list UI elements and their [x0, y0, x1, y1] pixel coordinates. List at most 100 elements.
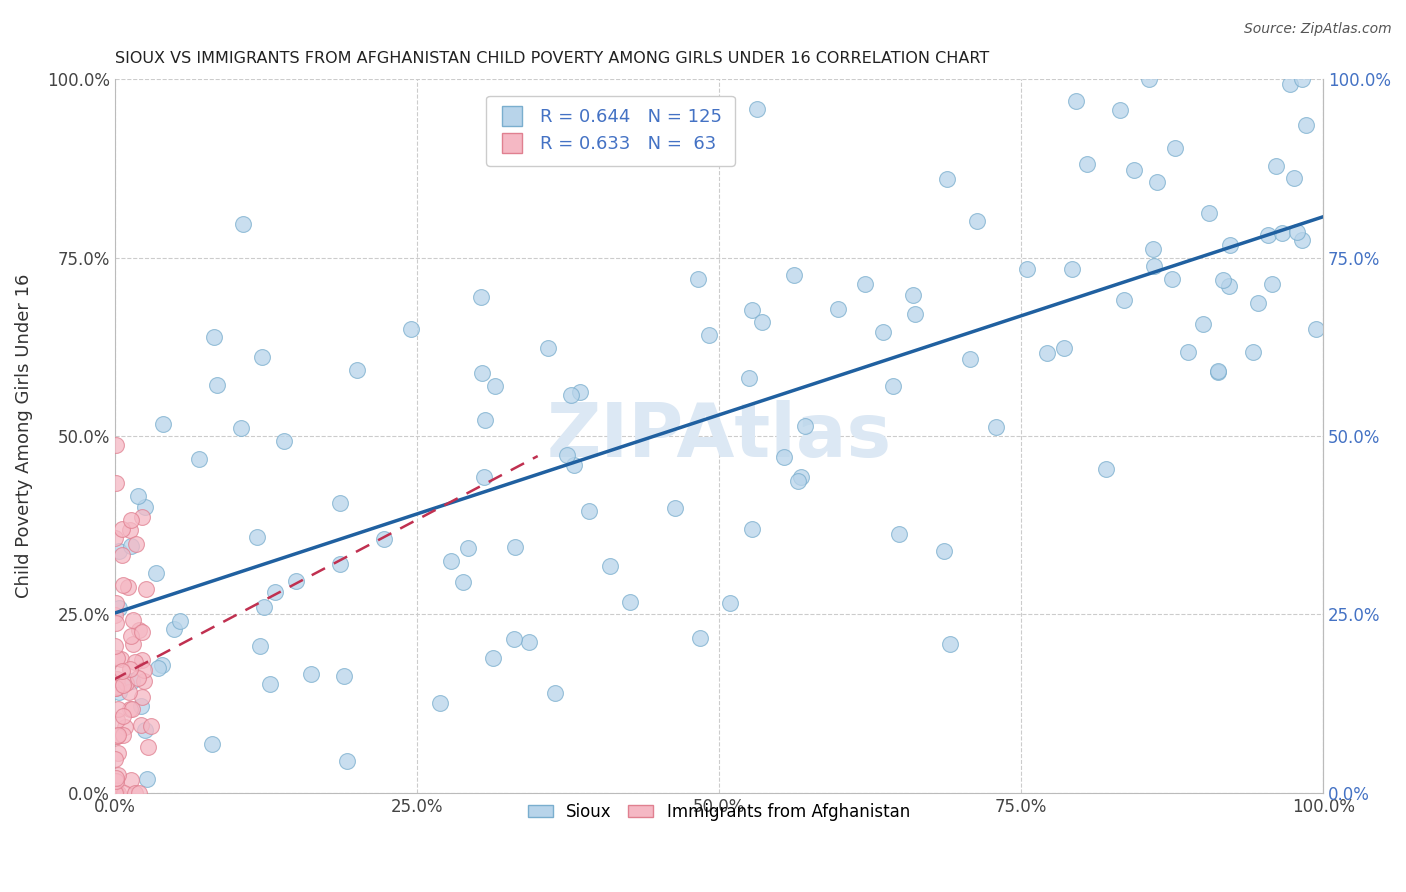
Point	[246, 530, 269, 544]
Point	[1064, 94, 1087, 108]
Point	[104, 681, 127, 696]
Point	[966, 214, 988, 228]
Point	[120, 524, 142, 538]
Point	[1285, 225, 1308, 239]
Point	[104, 438, 127, 452]
Point	[1146, 175, 1168, 189]
Point	[1123, 162, 1146, 177]
Point	[205, 377, 228, 392]
Point	[134, 723, 156, 738]
Point	[131, 510, 153, 524]
Point	[285, 574, 308, 588]
Point	[104, 531, 127, 545]
Point	[111, 522, 134, 536]
Point	[263, 585, 285, 599]
Point	[120, 773, 142, 788]
Point	[959, 352, 981, 367]
Point	[105, 673, 128, 687]
Point	[145, 566, 167, 580]
Point	[110, 652, 132, 666]
Point	[107, 729, 129, 743]
Point	[745, 102, 768, 116]
Point	[1036, 346, 1059, 360]
Point	[560, 387, 582, 401]
Point	[457, 541, 479, 555]
Point	[121, 614, 143, 628]
Point	[738, 371, 761, 385]
Point	[107, 786, 129, 800]
Point	[1291, 72, 1313, 87]
Point	[1094, 462, 1116, 476]
Legend: Sioux, Immigrants from Afghanistan: Sioux, Immigrants from Afghanistan	[515, 789, 924, 834]
Point	[1161, 272, 1184, 286]
Point	[112, 677, 135, 691]
Point	[1137, 72, 1160, 87]
Point	[904, 308, 927, 322]
Point	[114, 720, 136, 734]
Point	[329, 496, 352, 510]
Point	[787, 474, 810, 488]
Point	[482, 650, 505, 665]
Point	[578, 504, 600, 518]
Point	[689, 632, 711, 646]
Point	[105, 729, 128, 743]
Point	[936, 171, 959, 186]
Point	[121, 674, 143, 689]
Point	[120, 513, 142, 527]
Point	[118, 662, 141, 676]
Point	[519, 635, 541, 649]
Point	[872, 325, 894, 339]
Point	[131, 624, 153, 639]
Point	[121, 702, 143, 716]
Point	[1206, 365, 1229, 379]
Point	[1212, 272, 1234, 286]
Point	[1142, 242, 1164, 256]
Point	[117, 580, 139, 594]
Point	[108, 544, 131, 558]
Point	[619, 595, 641, 609]
Point	[114, 675, 136, 690]
Point	[1053, 341, 1076, 355]
Point	[1218, 279, 1240, 293]
Point	[136, 772, 159, 787]
Point	[1076, 157, 1098, 171]
Point	[1282, 170, 1305, 185]
Point	[773, 450, 796, 465]
Point	[107, 702, 129, 716]
Point	[741, 303, 763, 318]
Point	[1261, 277, 1284, 291]
Point	[1279, 77, 1302, 91]
Point	[1192, 318, 1215, 332]
Point	[1291, 233, 1313, 247]
Point	[1164, 141, 1187, 155]
Point	[253, 600, 276, 615]
Point	[169, 614, 191, 628]
Point	[120, 629, 142, 643]
Point	[118, 701, 141, 715]
Point	[232, 217, 254, 231]
Text: Source: ZipAtlas.com: Source: ZipAtlas.com	[1244, 22, 1392, 37]
Point	[108, 601, 131, 615]
Point	[129, 698, 152, 713]
Point	[259, 677, 281, 691]
Point	[231, 420, 253, 434]
Point	[537, 341, 560, 355]
Point	[555, 448, 578, 462]
Point	[129, 717, 152, 731]
Point	[125, 537, 148, 551]
Point	[440, 554, 463, 568]
Point	[1264, 159, 1286, 173]
Point	[131, 690, 153, 705]
Point	[794, 418, 817, 433]
Point	[688, 271, 710, 285]
Point	[141, 719, 163, 733]
Point	[107, 685, 129, 699]
Point	[104, 607, 127, 622]
Point	[107, 728, 129, 742]
Point	[152, 417, 174, 432]
Point	[474, 413, 496, 427]
Point	[128, 786, 150, 800]
Point	[1177, 344, 1199, 359]
Point	[107, 768, 129, 782]
Text: SIOUX VS IMMIGRANTS FROM AFGHANISTAN CHILD POVERTY AMONG GIRLS UNDER 16 CORRELAT: SIOUX VS IMMIGRANTS FROM AFGHANISTAN CHI…	[115, 51, 988, 66]
